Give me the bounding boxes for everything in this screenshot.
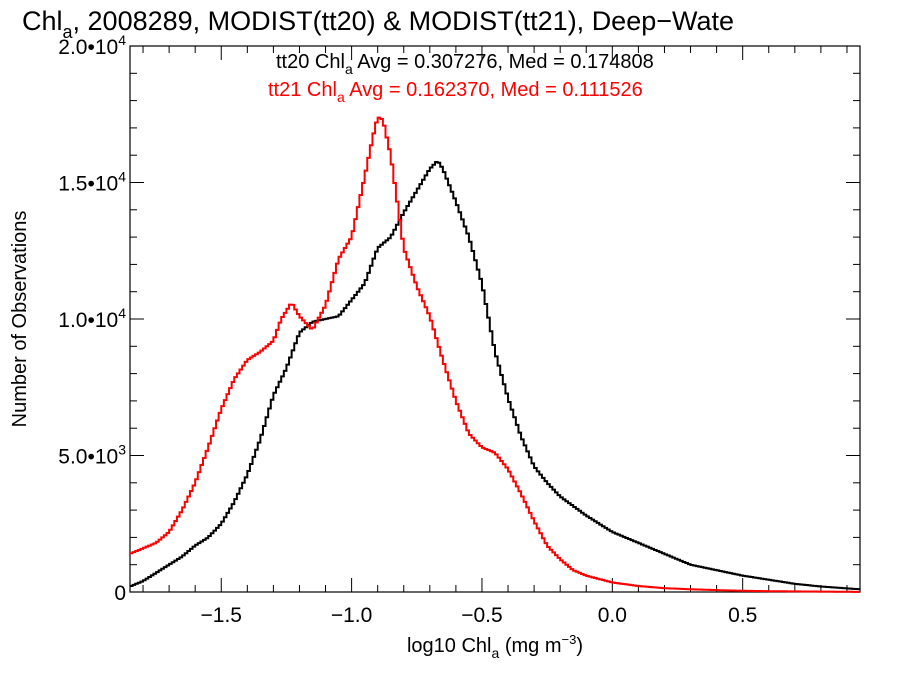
y-tick-label: 1.0•104	[58, 305, 126, 332]
y-tick-exponent: 4	[118, 305, 126, 321]
x-tick-labels: −1.5 −1.0 −0.5 0.0 0.5	[201, 604, 758, 627]
axis-ticks	[130, 45, 860, 593]
y-tick-mantissa: 1.0•10	[58, 309, 118, 332]
chart-title-sub: a	[63, 22, 74, 42]
annotation-tt20: tt20 Chla Avg = 0.307276, Med = 0.174808	[276, 51, 654, 77]
y-tick-label: 1.5•104	[58, 169, 126, 196]
x-tick-label: 0.5	[728, 604, 757, 627]
x-axis-title-sub: a	[492, 645, 500, 661]
chart-title-pre: Chl	[22, 6, 63, 36]
x-tick-label: −1.0	[331, 604, 372, 627]
chart-title: Chla, 2008289, MODIST(tt20) & MODIST(tt2…	[22, 6, 734, 42]
y-tick-label: 5.0•103	[58, 442, 126, 469]
annotation-tt20-sub: a	[345, 61, 353, 77]
annotation-tt21-pre: tt21 Chl	[268, 79, 337, 101]
series-line-tt20	[130, 161, 860, 591]
y-tick-mantissa: 5.0•10	[58, 446, 118, 469]
y-tick-label: 2.0•104	[58, 32, 126, 59]
y-tick-exponent: 3	[118, 442, 126, 458]
x-tick-label: −1.5	[201, 604, 242, 627]
y-axis-title: Number of Observations	[9, 211, 31, 428]
x-axis-title-mid: (mg m	[499, 635, 561, 657]
annotation-tt21-post: Avg = 0.162370, Med = 0.111526	[345, 79, 643, 101]
x-axis-title-pre: log10 Chl	[407, 635, 492, 657]
annotation-tt20-post: Avg = 0.307276, Med = 0.174808	[353, 51, 654, 73]
chart-title-post: , 2008289, MODIST(tt20) & MODIST(tt21), …	[73, 6, 735, 36]
series-line-tt21	[130, 116, 860, 593]
series-group	[130, 116, 860, 593]
plot-frame	[129, 45, 861, 593]
y-tick-label: 0	[114, 582, 126, 605]
y-tick-exponent: 4	[118, 32, 126, 48]
x-tick-label: 0.0	[598, 604, 627, 627]
annotation-tt20-pre: tt20 Chl	[276, 51, 345, 73]
x-axis-title-sup: −3	[562, 632, 577, 647]
x-axis-title: log10 Chla (mg m−3)	[407, 632, 583, 661]
annotation-tt21: tt21 Chla Avg = 0.162370, Med = 0.111526	[268, 79, 643, 105]
x-tick-label: −0.5	[461, 604, 502, 627]
y-tick-exponent: 4	[118, 169, 126, 185]
y-tick-mantissa: 2.0•10	[58, 36, 118, 59]
x-axis-title-post: )	[576, 635, 583, 657]
annotation-tt21-sub: a	[337, 89, 345, 105]
y-tick-mantissa: 1.5•10	[58, 173, 118, 196]
